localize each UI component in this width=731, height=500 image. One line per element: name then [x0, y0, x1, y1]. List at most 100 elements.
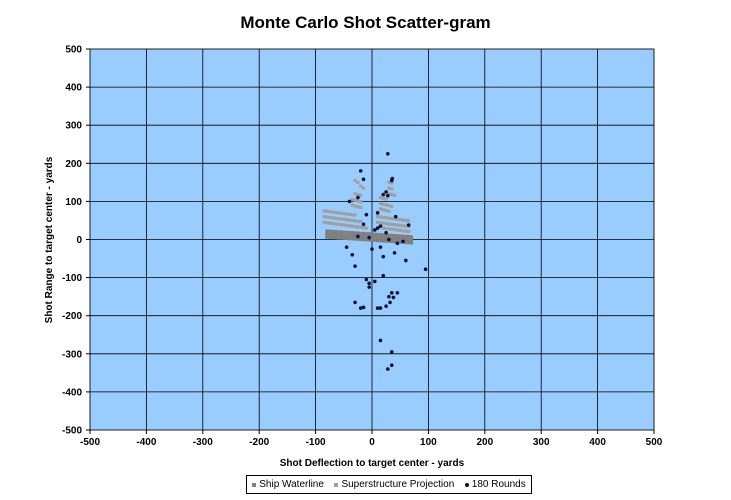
x-tick-label: 300: [533, 437, 550, 448]
data-point: [376, 215, 380, 219]
data-point: [353, 219, 357, 223]
data-point: [359, 237, 363, 242]
data-point: [370, 232, 374, 236]
data-point: [401, 218, 405, 222]
data-point: [361, 234, 366, 239]
data-point: [336, 236, 340, 240]
data-point: [390, 222, 394, 226]
data-point: [401, 224, 405, 228]
data-point: [387, 186, 391, 190]
data-point: [378, 215, 383, 219]
data-points: [322, 151, 428, 371]
data-point: [330, 216, 335, 220]
data-point: [378, 235, 383, 240]
data-point: [387, 209, 391, 213]
data-point: [387, 180, 391, 184]
data-point: [384, 230, 388, 235]
data-point: [325, 209, 329, 213]
data-point: [378, 195, 383, 200]
legend-label: Superstructure Projection: [341, 479, 455, 490]
data-point: [367, 281, 371, 286]
data-point: [390, 192, 394, 197]
data-point: [381, 236, 385, 240]
data-point: [328, 235, 332, 239]
data-point: [409, 235, 414, 239]
data-point: [398, 228, 402, 232]
x-tick-label: -500: [80, 437, 100, 448]
data-point: [336, 216, 340, 221]
data-point: [407, 219, 411, 223]
scatter-chart: -500 -400 -300 -200 -100 0 100 200 300 400 500 500 4…: [44, 45, 663, 470]
data-point: [361, 186, 366, 190]
data-point: [333, 210, 337, 215]
data-point: [358, 306, 363, 310]
data-point: [370, 238, 374, 242]
y-tick-label: 500: [65, 45, 82, 56]
data-point: [325, 215, 329, 219]
data-point: [347, 212, 352, 216]
data-point: [373, 238, 377, 242]
data-point: [353, 300, 357, 305]
data-point: [333, 232, 337, 237]
data-point: [387, 222, 391, 226]
data-point: [385, 151, 390, 156]
data-point: [356, 180, 360, 184]
data-point: [373, 232, 377, 236]
data-point: [392, 237, 397, 241]
data-point: [385, 193, 390, 198]
data-point: [353, 231, 357, 235]
data-point: [384, 304, 388, 308]
x-axis-title: Shot Deflection to target center - yards: [280, 458, 465, 469]
data-point: [347, 231, 352, 235]
data-point: [378, 306, 383, 310]
data-point: [333, 216, 337, 220]
data-point: [359, 193, 363, 197]
data-point: [401, 239, 405, 244]
y-tick-label: -500: [62, 426, 82, 437]
data-point: [378, 224, 383, 228]
data-point: [387, 233, 391, 237]
data-point: [392, 217, 397, 221]
data-point: [356, 192, 360, 197]
data-point: [353, 213, 357, 217]
y-tick-label: -200: [62, 311, 82, 322]
data-point: [375, 211, 380, 215]
data-point: [359, 225, 363, 229]
chart-legend: Ship Waterline Superstructure Projection…: [246, 475, 532, 494]
series-0: [325, 229, 414, 245]
data-point: [330, 235, 335, 240]
data-point: [339, 211, 343, 215]
data-point: [407, 240, 411, 245]
data-point: [322, 209, 326, 213]
data-point: [359, 231, 363, 236]
data-point: [375, 306, 380, 310]
data-point: [350, 224, 354, 228]
data-point: [384, 216, 388, 220]
data-point: [395, 237, 399, 241]
data-point: [404, 224, 408, 228]
x-tick-label: 500: [646, 437, 663, 448]
data-point: [328, 215, 332, 220]
data-point: [401, 234, 405, 238]
data-point: [381, 273, 386, 278]
data-point: [322, 220, 326, 224]
grid-lines: [86, 48, 655, 434]
data-point: [376, 232, 380, 237]
data-point: [404, 258, 408, 263]
data-point: [387, 237, 391, 242]
data-point: [353, 237, 357, 241]
data-point: [350, 203, 354, 207]
x-tick-label: -400: [136, 437, 156, 448]
data-point: [387, 294, 391, 299]
data-point: [356, 237, 360, 241]
data-point: [361, 177, 366, 182]
chart-title: Monte Carlo Shot Scatter-gram: [240, 13, 491, 32]
data-point: [384, 203, 388, 207]
data-point: [336, 230, 340, 234]
data-point: [345, 212, 349, 216]
data-point: [356, 225, 360, 229]
x-tick-label: 200: [476, 437, 493, 448]
y-tick-label: -400: [62, 387, 82, 398]
data-point: [330, 210, 335, 214]
data-point: [407, 229, 411, 234]
